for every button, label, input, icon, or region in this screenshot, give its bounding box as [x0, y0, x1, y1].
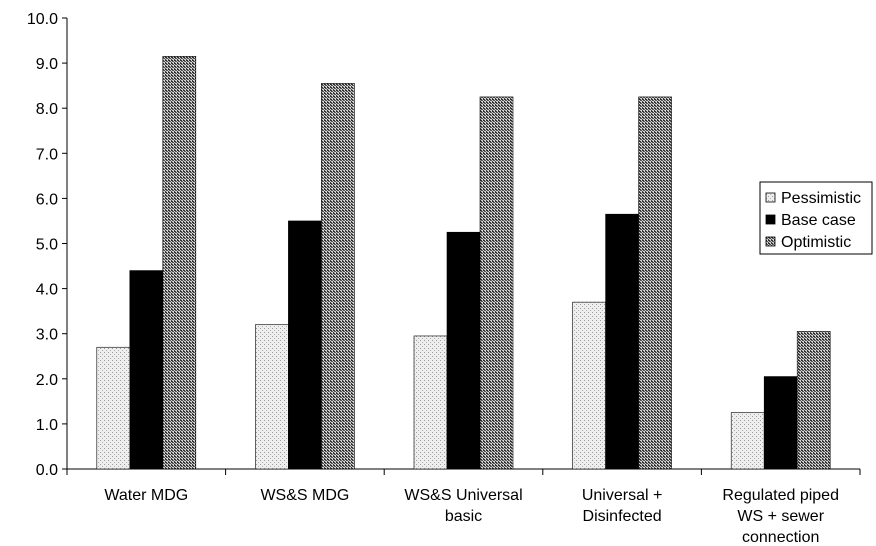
x-category-label: Regulated piped [722, 487, 839, 504]
legend-label: Optimistic [781, 234, 851, 251]
bar-pessimistic-0 [96, 346, 131, 470]
bar-base-case-1 [288, 220, 322, 470]
x-category-label: connection [742, 529, 819, 546]
bar-base-case-3 [605, 213, 639, 470]
bar-pessimistic-4 [730, 412, 765, 470]
x-category-label: Universal + [582, 487, 662, 504]
y-tick-label: 5.0 [36, 237, 58, 254]
legend: Pessimistic Base case Optimistic [759, 181, 873, 255]
x-axis: Water MDG WS&S MDG WS&S Universal basic Univ… [66, 468, 861, 546]
y-tick-label: 4.0 [36, 282, 58, 299]
bar-optimistic-3 [638, 96, 672, 470]
x-category-label: Water MDG [104, 487, 188, 504]
y-tick-label: 0.0 [36, 462, 58, 479]
legend-swatch [765, 214, 776, 225]
bars [96, 56, 831, 470]
y-tick-label: 3.0 [36, 327, 58, 344]
x-category-label: basic [445, 508, 482, 525]
bar-base-case-2 [446, 231, 481, 470]
x-category-label: WS + sewer [737, 508, 824, 525]
y-tick-label: 10.0 [27, 11, 58, 28]
bar-optimistic-1 [321, 83, 355, 470]
legend-label: Base case [781, 212, 856, 229]
y-tick-label: 9.0 [36, 56, 58, 73]
bar-pessimistic-3 [572, 301, 606, 470]
bar-pessimistic-2 [413, 335, 448, 470]
x-category-label: Disinfected [583, 508, 662, 525]
x-category-label: WS&S MDG [260, 487, 349, 504]
y-tick-label: 1.0 [36, 417, 58, 434]
legend-label: Pessimistic [781, 190, 861, 207]
legend-box [759, 181, 873, 255]
legend-swatch [765, 192, 776, 203]
y-tick-label: 8.0 [36, 101, 58, 118]
y-tick-label: 2.0 [36, 372, 58, 389]
x-category-label: WS&S Universal [404, 487, 522, 504]
bar-pessimistic-1 [255, 324, 289, 470]
bar-base-case-4 [763, 376, 798, 470]
bar-optimistic-4 [796, 331, 831, 470]
bar-optimistic-0 [162, 56, 197, 470]
bar-optimistic-2 [479, 96, 514, 470]
y-tick-label: 6.0 [36, 191, 58, 208]
y-axis: 0.0 1.0 2.0 3.0 4.0 5.0 6.0 7.0 8.0 9.0 10.0 [27, 11, 68, 479]
legend-swatch [765, 236, 776, 247]
y-tick-label: 7.0 [36, 146, 58, 163]
bar-base-case-0 [129, 270, 164, 470]
